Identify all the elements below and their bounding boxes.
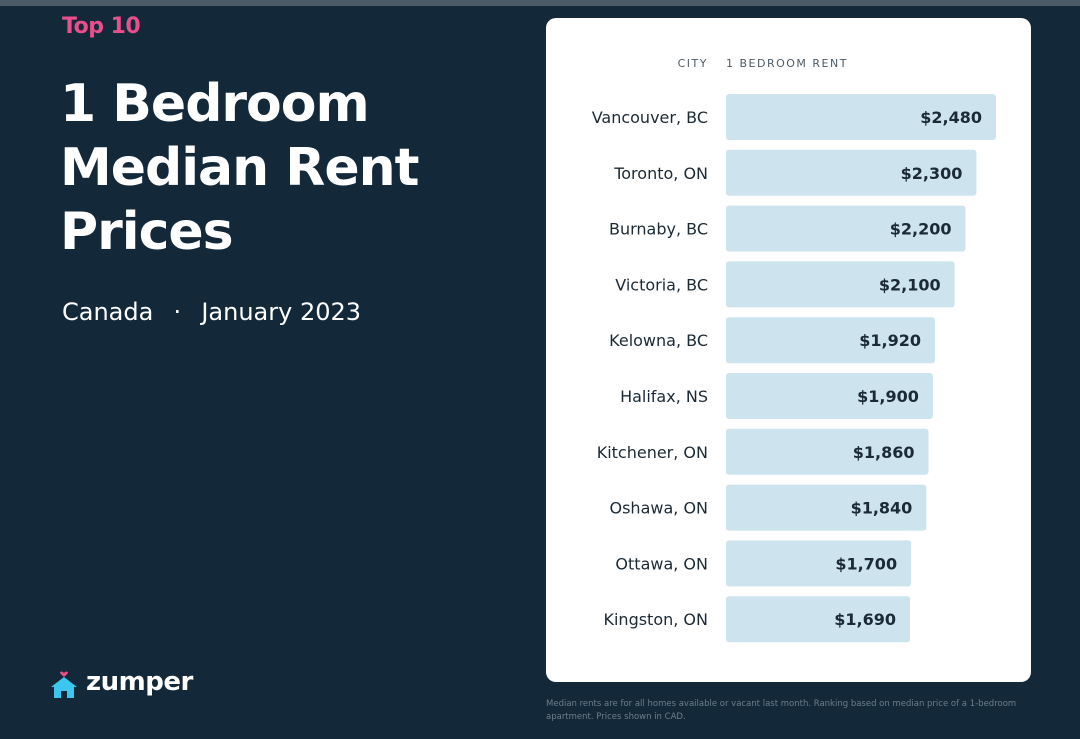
title-line: 1 Bedroom: [60, 74, 370, 134]
rent-bar: [726, 373, 933, 419]
rent-value-label: $1,900: [857, 387, 919, 406]
rent-bar-chart: CITY 1 BEDROOM RENT Vancouver, BC $2,480 Tor…: [592, 57, 996, 643]
rent-bar: [726, 261, 955, 308]
rent-value-label: $2,480: [920, 108, 982, 127]
rent-value-label: $1,840: [851, 499, 913, 518]
brand-name: zumper: [86, 667, 193, 697]
rent-bar: [726, 205, 966, 252]
city-label: Kingston, ON: [603, 610, 708, 629]
city-label: Victoria, BC: [615, 275, 708, 294]
city-label: Ottawa, ON: [615, 554, 708, 573]
city-label: Kitchener, ON: [597, 443, 708, 462]
city-label: Burnaby, BC: [609, 220, 708, 239]
city-label: Vancouver, BC: [592, 108, 708, 127]
city-label: Oshawa, ON: [610, 499, 709, 518]
city-label: Halifax, NS: [620, 387, 708, 406]
title-line: Median Rent: [60, 138, 419, 198]
rent-value-label: $1,860: [853, 443, 915, 462]
rent-value-label: $1,690: [834, 610, 896, 629]
house-heart-icon: [51, 671, 77, 698]
rent-bar: [726, 540, 912, 587]
subtitle: Canada · January 2023: [62, 298, 361, 326]
city-column-header: CITY: [678, 57, 708, 70]
city-label: Kelowna, BC: [609, 331, 708, 350]
rent-value-label: $1,920: [859, 331, 921, 350]
rent-bar: [726, 428, 929, 475]
brand-logo[interactable]: zumper: [50, 662, 193, 702]
rent-bar: [726, 484, 927, 531]
eyebrow-label: Top 10: [62, 14, 141, 39]
rent-bar: [726, 94, 996, 140]
rent-value-label: $2,300: [901, 164, 963, 183]
rent-value-label: $2,100: [879, 275, 941, 294]
page-title: 1 Bedroom Median Rent Prices: [60, 72, 500, 264]
rent-value-label: $2,200: [890, 220, 952, 239]
period-label: January 2023: [201, 298, 362, 326]
title-line: Prices: [60, 202, 234, 262]
city-label: Toronto, ON: [613, 164, 708, 183]
rent-bar: [726, 317, 936, 364]
rent-bar: [726, 596, 910, 643]
region-label: Canada: [62, 298, 154, 326]
separator-dot: ·: [173, 298, 182, 326]
rent-column-header: 1 BEDROOM RENT: [726, 57, 848, 70]
footnote: Median rents are for all homes available…: [546, 699, 1017, 722]
top-edge-bar: [0, 0, 1080, 6]
chart-card: CITY 1 BEDROOM RENT Vancouver, BC $2,480 Tor…: [546, 18, 1031, 682]
rent-bar: [726, 149, 977, 196]
rent-value-label: $1,700: [835, 554, 897, 573]
